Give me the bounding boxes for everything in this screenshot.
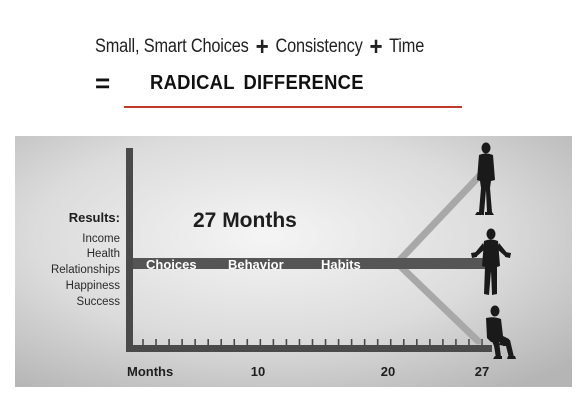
equals-icon: =	[95, 68, 111, 98]
compound-effect-diagram: Choices Behavior Habits 27 Months Result…	[15, 136, 572, 387]
headline-time: Time	[389, 36, 425, 57]
headline-result-row: = RADICAL DIFFERENCE	[95, 68, 364, 98]
x-axis-ticks	[142, 339, 483, 347]
sitting-person-icon	[486, 305, 516, 359]
plus-icon: +	[255, 31, 269, 61]
x-axis-line	[126, 345, 492, 352]
result-item-happiness: Happiness	[66, 280, 121, 292]
headline-formula: Small, Smart Choices + Consistency + Tim…	[95, 33, 425, 59]
path-word-habits: Habits	[321, 257, 361, 272]
plus-icon: +	[369, 31, 383, 61]
path-word-choices: Choices	[146, 257, 197, 272]
duration-label: 27 Months	[193, 209, 297, 232]
result-item-health: Health	[87, 248, 120, 260]
results-heading: Results:	[69, 210, 120, 225]
path-level	[133, 258, 485, 269]
diagram-canvas: Choices Behavior Habits 27 Months Result…	[15, 136, 572, 387]
result-item-relationships: Relationships	[51, 264, 120, 276]
x-axis-label: Months	[127, 364, 173, 379]
path-down	[393, 259, 482, 345]
red-divider-rule	[124, 106, 462, 108]
path-word-behavior: Behavior	[228, 257, 284, 272]
headline-radical-difference: RADICAL DIFFERENCE	[150, 72, 364, 94]
x-tick-label-20: 20	[381, 364, 395, 379]
shrugging-person-icon	[471, 228, 511, 295]
headline-consistency: Consistency	[275, 36, 363, 57]
headline-small-smart-choices: Small, Smart Choices	[95, 36, 249, 57]
y-axis-line	[126, 148, 133, 352]
standing-person-top-icon	[475, 142, 495, 215]
result-item-income: Income	[82, 233, 120, 245]
result-item-success: Success	[77, 296, 121, 308]
x-tick-label-10: 10	[251, 364, 265, 379]
x-tick-label-27: 27	[475, 364, 489, 379]
path-up	[393, 166, 489, 267]
